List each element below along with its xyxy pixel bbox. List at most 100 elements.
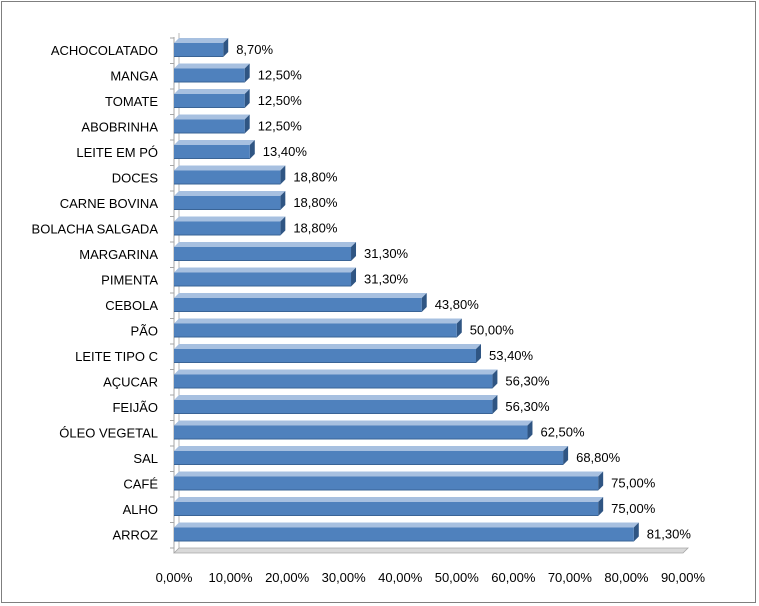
bar-side [280,165,286,185]
data-label: 50,00% [470,323,515,338]
category-label: CEBOLA [105,298,158,313]
bar-side [280,216,286,236]
bar-top [174,140,255,145]
bar-top [174,191,286,196]
bar-top [174,38,229,43]
bar [174,527,634,542]
data-label: 56,30% [505,399,550,414]
bar [174,94,245,108]
bar [174,247,352,261]
bar [174,323,457,338]
bar-side [492,395,498,414]
bar [174,119,245,134]
x-tick-label: 10,00% [209,570,254,585]
category-label: SAL [133,451,158,466]
category-label: TOMATE [105,94,158,109]
bar-side [244,63,250,83]
chart-floor [173,547,689,554]
bar-side [476,344,482,363]
bar [174,196,281,210]
bar [174,43,224,57]
category-label: AÇUCAR [103,375,158,390]
data-label: 18,80% [293,195,338,210]
bar [174,221,281,236]
bar [174,451,564,465]
bar-top [174,318,462,324]
bar-side [492,369,498,389]
x-tick-label: 90,00% [661,570,706,585]
data-label: 12,50% [258,119,303,134]
bar-side [527,420,533,440]
bar [174,502,599,516]
bar-top [174,267,357,273]
category-label: PIMENTA [101,273,158,288]
bar-side [249,140,255,159]
data-label: 18,80% [293,221,338,236]
bar-side [223,38,229,57]
bar-top [174,293,427,298]
data-label: 13,40% [263,144,308,159]
category-label: PÃO [131,324,158,339]
bar [174,272,352,287]
data-label: 18,80% [293,170,338,185]
x-tick-label: 60,00% [491,570,536,585]
bar [174,68,245,83]
bar-top [174,114,250,120]
bar-top [174,216,286,222]
category-label: BOLACHA SALGADA [32,222,159,237]
bar-top [174,89,250,94]
bar-top [174,497,604,502]
category-label: ALHO [123,502,158,517]
bar-side [598,471,604,491]
bar-side [244,114,250,134]
category-label: ACHOCOLATADO [51,43,158,58]
bar-side [563,446,569,465]
bar [174,170,281,185]
data-label: 31,30% [364,246,409,261]
data-label: 12,50% [258,68,303,83]
bar-top [174,63,250,69]
bar [174,349,477,363]
data-label: 62,50% [540,425,585,440]
data-label: 8,70% [236,42,273,57]
data-label: 12,50% [258,93,303,108]
bar-side [633,522,639,542]
bar-top [174,395,498,400]
category-label: CAFÉ [123,477,158,492]
x-tick-label: 40,00% [378,570,423,585]
category-label: MANGA [110,69,158,84]
x-tick-label: 50,00% [435,570,480,585]
bar [174,400,493,414]
bar-top [174,446,569,451]
bar-top [174,344,482,349]
bar-top [174,369,498,375]
x-tick-label: 30,00% [322,570,367,585]
bar [174,476,599,491]
category-label: DOCES [112,171,159,186]
data-label: 81,30% [647,527,692,542]
category-label: FEIJÃO [112,400,158,415]
data-label: 68,80% [576,450,621,465]
category-label: LEITE TIPO C [75,349,158,364]
data-label: 31,30% [364,272,409,287]
bar-side [421,293,427,312]
x-tick-label: 80,00% [604,570,649,585]
bar-side [351,267,357,287]
category-label: ABOBRINHA [81,120,158,135]
data-label: 75,00% [611,501,656,516]
category-label: ARROZ [113,528,159,543]
data-label: 43,80% [435,297,480,312]
bar-top [174,165,286,171]
category-label: ÓLEO VEGETAL [59,426,158,441]
bar-top [174,420,533,426]
bar-side [280,191,286,210]
bar-top [174,242,357,247]
bar-side [244,89,250,108]
bar-side [351,242,357,261]
x-tick-label: 0,00% [156,570,193,585]
bar [174,145,250,159]
bar-top [174,522,639,528]
bar-top [174,471,604,477]
bar-side [598,497,604,516]
